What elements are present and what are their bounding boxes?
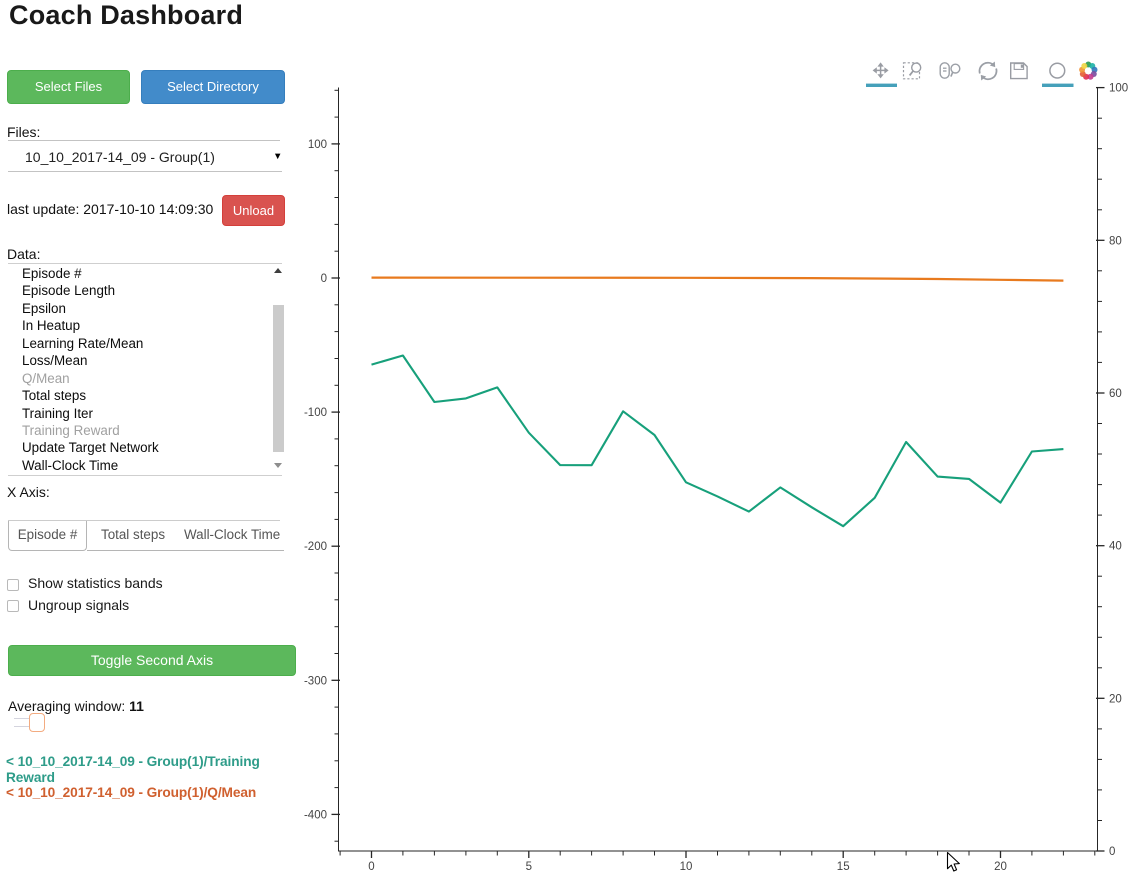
svg-text:100: 100: [308, 139, 327, 151]
svg-text:60: 60: [1109, 388, 1122, 400]
svg-text:-100: -100: [304, 407, 327, 419]
svg-text:20: 20: [994, 861, 1007, 873]
svg-text:10: 10: [680, 861, 693, 873]
svg-text:5: 5: [526, 861, 532, 873]
svg-text:-400: -400: [304, 809, 327, 821]
svg-text:80: 80: [1109, 235, 1122, 247]
svg-text:-200: -200: [304, 541, 327, 553]
svg-text:20: 20: [1109, 693, 1122, 705]
svg-text:40: 40: [1109, 541, 1122, 553]
svg-text:0: 0: [368, 861, 374, 873]
svg-text:0: 0: [1109, 846, 1115, 858]
svg-text:0: 0: [321, 273, 327, 285]
svg-text:-300: -300: [304, 675, 327, 687]
svg-text:15: 15: [837, 861, 850, 873]
svg-text:100: 100: [1109, 83, 1128, 95]
